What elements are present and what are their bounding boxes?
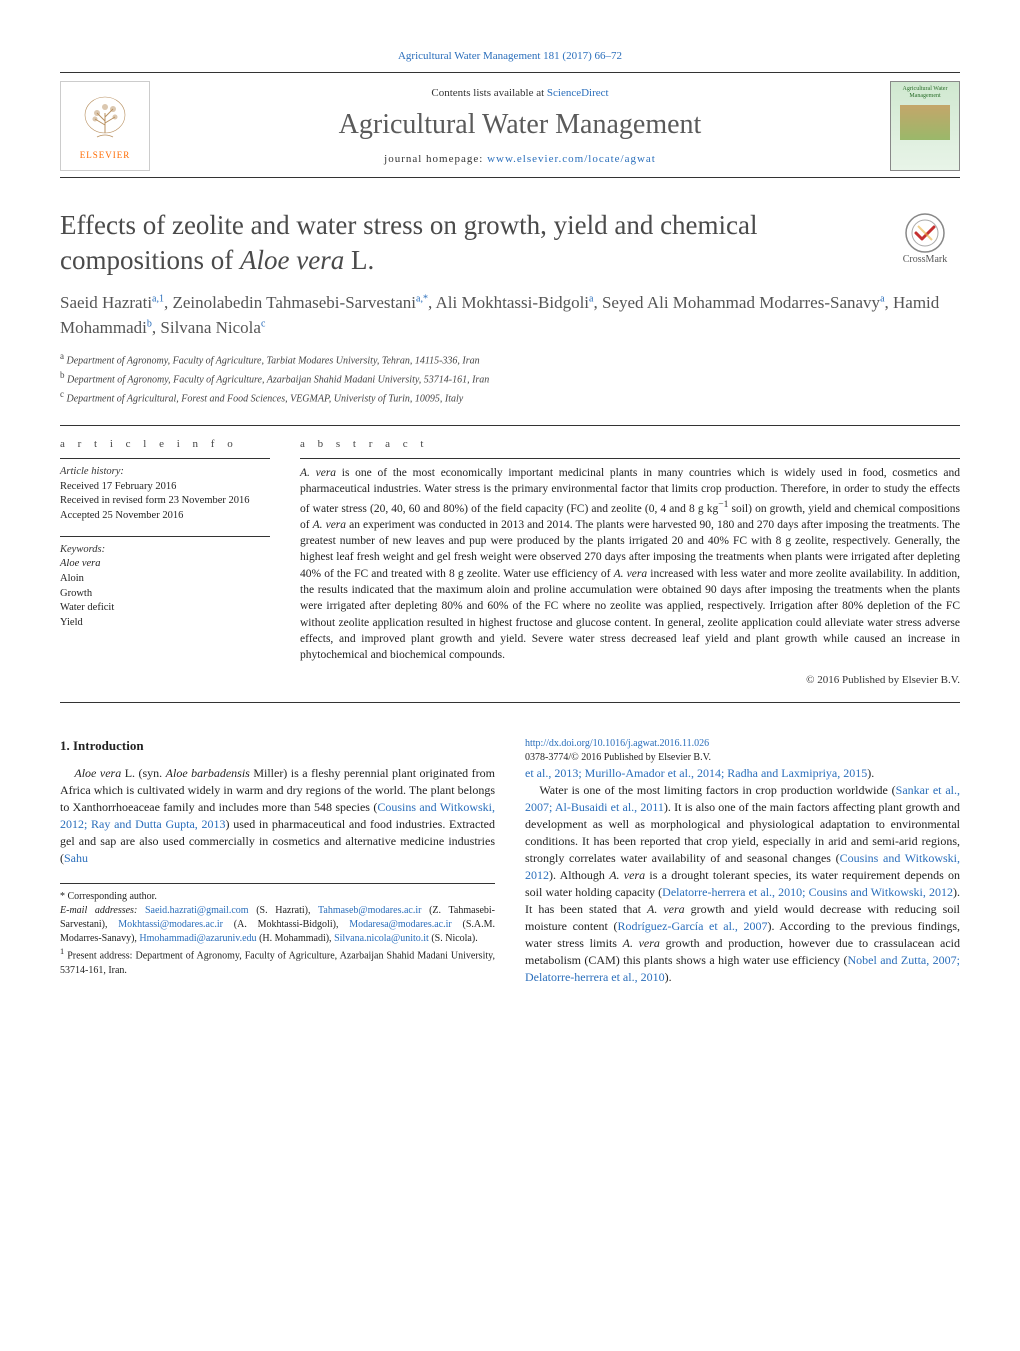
cover-image-placeholder — [900, 105, 950, 140]
intro-para-1-cont: et al., 2013; Murillo-Amador et al., 201… — [525, 765, 960, 782]
affiliation-b: b Department of Agronomy, Faculty of Agr… — [60, 369, 960, 388]
email-label: E-mail addresses: — [60, 905, 137, 916]
crossmark-label: CrossMark — [903, 254, 947, 265]
abstract-label: a b s t r a c t — [300, 438, 960, 450]
info-rule-1 — [60, 458, 270, 459]
affiliation-a: a Department of Agronomy, Faculty of Agr… — [60, 350, 960, 369]
abstract-copyright: © 2016 Published by Elsevier B.V. — [300, 674, 960, 686]
authors-list: Saeid Hazratia,1, Zeinolabedin Tahmasebi… — [60, 291, 960, 340]
abstract-rule — [300, 458, 960, 459]
section-title: Introduction — [73, 738, 144, 753]
corresponding-author-note: * Corresponding author. — [60, 890, 495, 904]
footnote-1: 1 Present address: Department of Agronom… — [60, 946, 495, 977]
keyword-1: Aloin — [60, 573, 84, 584]
journal-homepage-line: journal homepage: www.elsevier.com/locat… — [160, 153, 880, 165]
homepage-prefix: journal homepage: — [384, 153, 487, 165]
keyword-0: Aloe vera — [60, 558, 101, 569]
masthead-center: Contents lists available at ScienceDirec… — [160, 87, 880, 165]
affiliations: a Department of Agronomy, Faculty of Agr… — [60, 350, 960, 406]
cover-title: Agricultural Water Management — [895, 86, 955, 99]
history-revised: Received in revised form 23 November 201… — [60, 495, 250, 506]
masthead: ELSEVIER Contents lists available at Sci… — [60, 72, 960, 178]
history-heading: Article history: — [60, 466, 124, 477]
section-number: 1. — [60, 738, 70, 753]
contents-lists-line: Contents lists available at ScienceDirec… — [160, 87, 880, 99]
intro-para-1: Aloe vera L. (syn. Aloe barbadensis Mill… — [60, 765, 495, 867]
history-accepted: Accepted 25 November 2016 — [60, 510, 183, 521]
keyword-2: Growth — [60, 588, 92, 599]
footnotes-block: * Corresponding author. E-mail addresses… — [60, 883, 495, 977]
article-info-column: a r t i c l e i n f o Article history: R… — [60, 438, 270, 686]
sciencedirect-link[interactable]: ScienceDirect — [547, 87, 609, 99]
article-info-label: a r t i c l e i n f o — [60, 438, 270, 450]
email-addresses: E-mail addresses: Saeid.hazrati@gmail.co… — [60, 904, 495, 946]
abstract-text: A. vera is one of the most economically … — [300, 465, 960, 664]
homepage-link[interactable]: www.elsevier.com/locate/agwat — [487, 153, 656, 165]
keyword-3: Water deficit — [60, 602, 114, 613]
header-citation: Agricultural Water Management 181 (2017)… — [60, 50, 960, 62]
elsevier-logo: ELSEVIER — [60, 81, 150, 171]
journal-name: Agricultural Water Management — [160, 109, 880, 141]
affiliation-c: c Department of Agricultural, Forest and… — [60, 388, 960, 407]
section-heading-1: 1. Introduction — [60, 737, 495, 755]
keywords-heading: Keywords: — [60, 544, 105, 555]
info-abstract-row: a r t i c l e i n f o Article history: R… — [60, 425, 960, 703]
info-rule-2 — [60, 536, 270, 537]
article-history: Article history: Received 17 February 20… — [60, 465, 270, 524]
doi-block: http://dx.doi.org/10.1016/j.agwat.2016.1… — [525, 737, 960, 765]
contents-prefix: Contents lists available at — [431, 87, 546, 99]
keywords-block: Keywords: Aloe vera Aloin Growth Water d… — [60, 543, 270, 631]
crossmark-badge[interactable]: CrossMark — [890, 212, 960, 265]
history-received: Received 17 February 2016 — [60, 481, 176, 492]
journal-cover-thumb: Agricultural Water Management — [890, 81, 960, 171]
keyword-4: Yield — [60, 617, 83, 628]
issn-copyright: 0378-3774/© 2016 Published by Elsevier B… — [525, 752, 711, 763]
intro-para-2: Water is one of the most limiting factor… — [525, 782, 960, 986]
article-title: Effects of zeolite and water stress on g… — [60, 208, 870, 277]
crossmark-icon — [904, 212, 946, 254]
elsevier-tree-icon — [75, 93, 135, 148]
body-two-column: 1. Introduction Aloe vera L. (syn. Aloe … — [60, 737, 960, 988]
abstract-column: a b s t r a c t A. vera is one of the mo… — [300, 438, 960, 686]
doi-link[interactable]: http://dx.doi.org/10.1016/j.agwat.2016.1… — [525, 738, 709, 749]
elsevier-label: ELSEVIER — [80, 150, 131, 160]
